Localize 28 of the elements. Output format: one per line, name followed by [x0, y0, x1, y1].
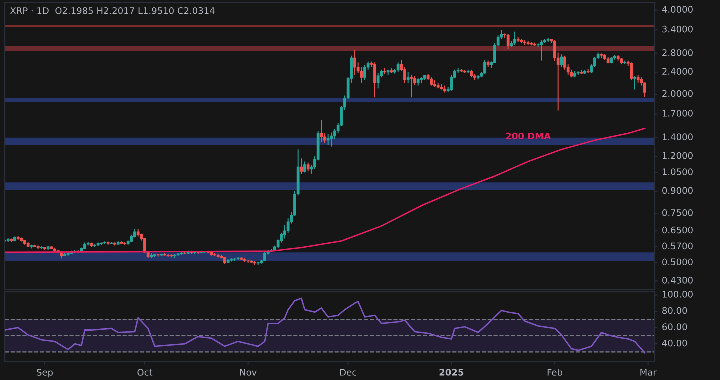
y-tick-label: 0.9000 [662, 187, 693, 194]
y-tick-label: 4.0000 [662, 6, 693, 13]
y-tick-label: 100.00 [662, 291, 693, 298]
x-tick-label: Feb [548, 368, 562, 376]
y-tick-label: 0.5700 [662, 242, 693, 250]
y-tick-label: 2.0000 [662, 90, 693, 98]
y-tick-label: 0.5000 [662, 258, 693, 266]
y-tick-label: 1.2000 [662, 152, 693, 160]
chart-title: XRP · 1D O2.1985 H2.2017 L1.9510 C2.0314 [10, 7, 215, 14]
y-tick-label: 80.00 [662, 307, 688, 314]
x-tick-label: Nov [240, 369, 257, 376]
y-tick-label: 40.00 [662, 340, 688, 347]
x-tick-label: Mar [640, 369, 657, 376]
y-tick-label: 0.7500 [662, 209, 693, 216]
y-tick-label: 1.7000 [662, 110, 693, 117]
x-tick-label: 2025 [440, 369, 464, 376]
y-tick-label: 2.4000 [662, 68, 693, 76]
y-tick-label: 60.00 [662, 324, 688, 330]
series-label: 200 DMA [506, 132, 552, 140]
y-tick-label: 0.4300 [662, 277, 693, 284]
x-tick-label: Dec [340, 369, 357, 376]
y-tick-label: 2.8000 [662, 49, 693, 56]
y-tick-label: 1.0500 [662, 168, 693, 176]
x-tick-label: Sep [37, 369, 54, 378]
y-tick-label: 0.6500 [662, 226, 693, 234]
y-tick-label: 1.4000 [662, 134, 693, 140]
x-tick-label: Oct [138, 369, 153, 376]
y-tick-label: 3.4000 [662, 26, 693, 33]
